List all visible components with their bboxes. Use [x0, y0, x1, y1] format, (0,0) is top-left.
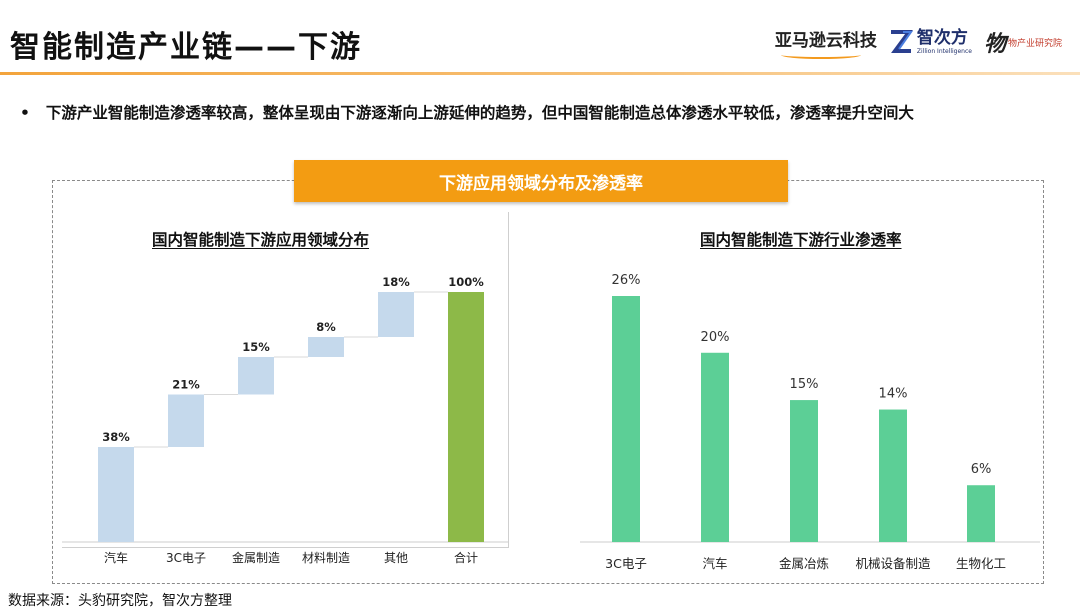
penetration-category-label: 3C电子 [605, 556, 647, 571]
waterfall-chart-panel: 国内智能制造下游应用领域分布 38% 汽车 21% 3C电子 15% 金属制造 8% 材料制造… [62, 212, 510, 582]
bullet-marker: • [20, 104, 30, 122]
penetration-category-label: 金属冶炼 [779, 556, 829, 571]
waterfall-category-label: 金属制造 [232, 550, 280, 565]
penetration-category-label: 汽车 [702, 556, 727, 571]
section-banner-label: 下游应用领域分布及渗透率 [439, 173, 643, 194]
penetration-chart: 26% 3C电子 20% 汽车 15% 金属冶炼 14% 机械设备制造 6% 生物化工 [580, 273, 1040, 571]
waterfall-chart: 38% 汽车 21% 3C电子 15% 金属制造 8% 材料制造 18% 其他 100% 合计 [62, 275, 508, 565]
penetration-data-label: 20% [701, 330, 730, 345]
waterfall-plot-border [62, 212, 509, 548]
penetration-bar [967, 485, 995, 542]
waterfall-bar [448, 292, 484, 542]
penetration-bar [701, 352, 729, 542]
waterfall-bar [378, 292, 414, 337]
data-source: 数据来源：头豹研究院，智次方整理 [8, 593, 232, 609]
zhiciyfang-mark-icon [890, 30, 913, 53]
waterfall-category-label: 材料制造 [302, 551, 350, 565]
penetration-bar [790, 400, 818, 542]
amazon-smile-icon [780, 51, 861, 59]
waterfall-category-label: 汽车 [104, 550, 128, 565]
page-title: 智能制造产业链——下游 [10, 30, 362, 65]
section-banner: 下游应用领域分布及渗透率 [294, 160, 788, 202]
waterfall-category-label: 3C电子 [166, 551, 206, 565]
penetration-chart-panel: 国内智能制造下游行业渗透率 26% 3C电子 20% 汽车 15% 金属冶炼 14% 机械设备… [580, 212, 1040, 582]
waterfall-data-label: 100% [448, 275, 484, 289]
penetration-data-label: 6% [971, 462, 992, 477]
summary-bullet: • 下游产业智能制造渗透率较高，整体呈现由下游逐渐向上游延伸的趋势，但中国智能制造… [20, 101, 914, 123]
penetration-category-label: 机械设备制造 [855, 556, 931, 571]
institute-text: 物产业研究院 [1007, 38, 1062, 49]
waterfall-category-label: 合计 [454, 550, 478, 565]
penetration-category-label: 生物化工 [956, 556, 1006, 571]
waterfall-bar [168, 394, 204, 447]
amazon-logo-text: 亚马逊云科技 [774, 30, 877, 51]
waterfall-data-label: 21% [172, 378, 200, 392]
zhiciyfang-logo: 智次方 Zillion Intelligence [889, 29, 972, 55]
zhiciyfang-en: Zillion Intelligence [916, 47, 972, 55]
summary-text: 下游产业智能制造渗透率较高，整体呈现由下游逐渐向上游延伸的趋势，但中国智能制造总… [45, 104, 914, 122]
waterfall-category-label: 其他 [384, 551, 408, 565]
amazon-logo: 亚马逊云科技 [775, 26, 877, 59]
waterfall-data-label: 15% [242, 340, 270, 354]
waterfall-bar [98, 447, 134, 542]
penetration-data-label: 26% [612, 273, 641, 288]
title-rule [0, 72, 1080, 75]
penetration-data-label: 14% [879, 387, 908, 402]
institute-logo: 物 物产业研究院 [984, 26, 1062, 58]
waterfall-chart-title: 国内智能制造下游应用领域分布 [152, 231, 370, 249]
logo-bar: 亚马逊云科技 智次方 Zillion Intelligence 物 物产业研究院 [775, 22, 1062, 62]
penetration-bar [879, 409, 907, 542]
zhiciyfang-cn: 智次方 [916, 27, 968, 48]
penetration-bar [612, 296, 640, 542]
waterfall-bar [308, 337, 344, 357]
waterfall-data-label: 38% [102, 430, 130, 444]
institute-glyph: 物 [983, 32, 1006, 57]
penetration-chart-title: 国内智能制造下游行业渗透率 [700, 231, 902, 249]
waterfall-bar [238, 357, 274, 395]
waterfall-data-label: 18% [382, 275, 410, 289]
waterfall-data-label: 8% [316, 320, 336, 334]
penetration-data-label: 15% [790, 377, 819, 392]
